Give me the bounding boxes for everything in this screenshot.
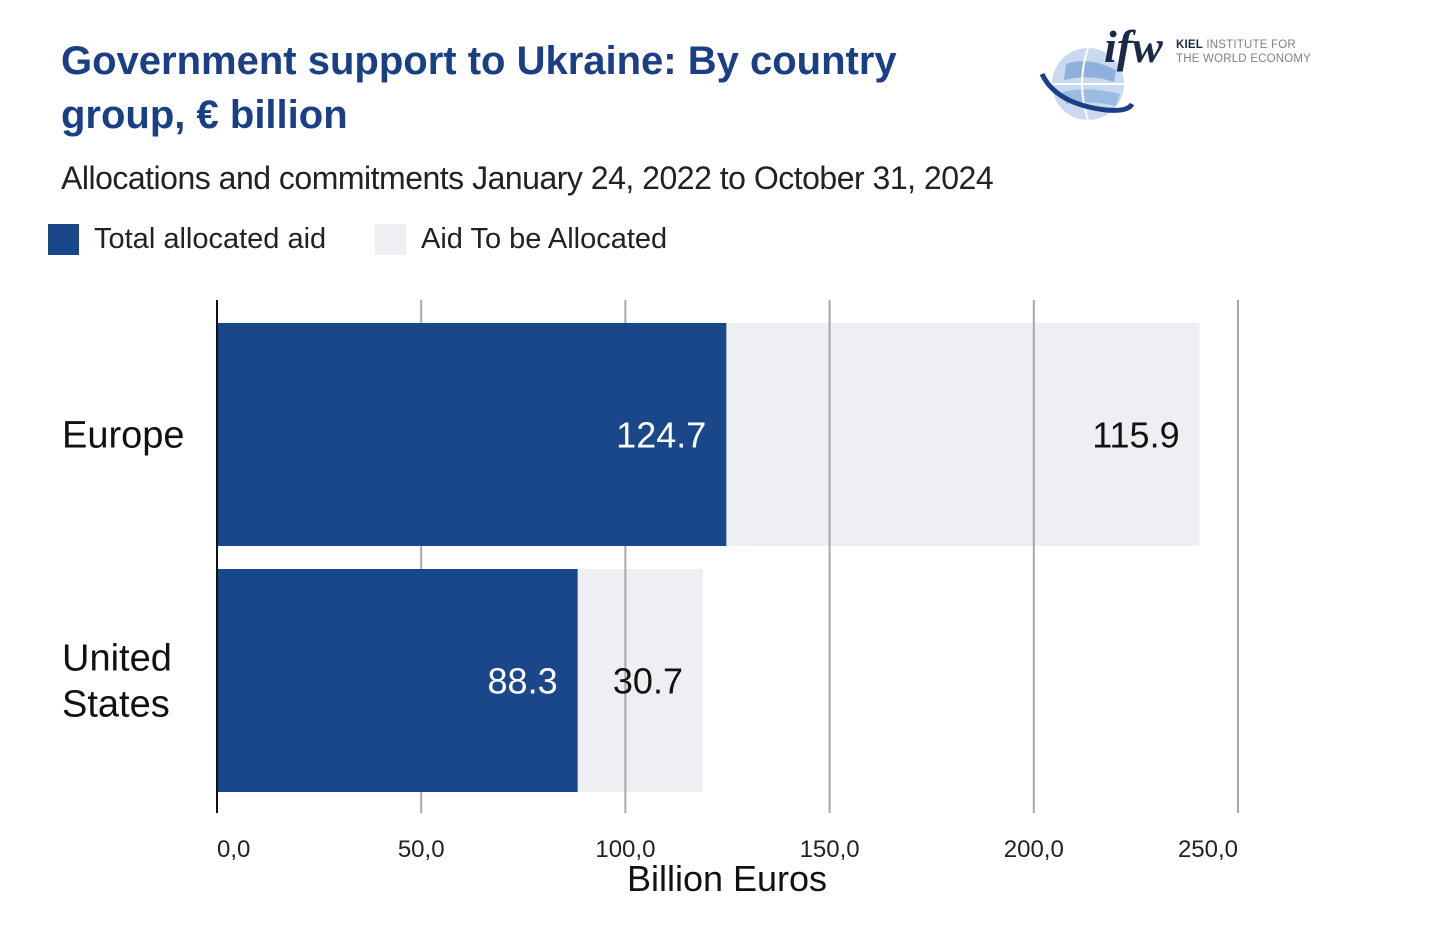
- chart-subtitle: Allocations and commitments January 24, …: [61, 160, 994, 196]
- category-label-0: Europe: [62, 415, 185, 457]
- chart-title: Government support to Ukraine: By countr…: [61, 39, 897, 137]
- bar-to-be-allocated-1: [577, 569, 703, 792]
- bar-allocated-overlay-0: [217, 323, 727, 546]
- institute-line2: THE WORLD ECONOMY: [1176, 53, 1312, 65]
- legend-label-allocated: Total allocated aid: [94, 223, 327, 255]
- x-tick-label-0: 0,0: [217, 836, 250, 863]
- value-label-to-be-allocated-1: 30.7: [613, 661, 683, 702]
- legend-swatch-allocated: [48, 224, 79, 255]
- x-tick-label-5: 250,0: [1178, 836, 1238, 863]
- category-label-line: Europe: [62, 415, 185, 457]
- kiel-institute-logo: ifw KIEL INSTITUTE FOR THE WORLD ECONOMY: [1036, 21, 1326, 124]
- x-tick-label-4: 200,0: [1004, 836, 1064, 863]
- legend-label-to-be-allocated: Aid To be Allocated: [421, 223, 668, 255]
- category-label-line: United: [62, 638, 172, 680]
- value-label-allocated-0: 124.7: [616, 415, 706, 456]
- legend-swatch-to-be-allocated: [375, 224, 406, 255]
- value-label-allocated-1: 88.3: [488, 661, 558, 702]
- x-tick-label-3: 150,0: [800, 836, 860, 863]
- institute-kiel: KIEL: [1176, 39, 1203, 51]
- x-tick-label-1: 50,0: [398, 836, 445, 863]
- category-label-line: States: [62, 684, 170, 726]
- institute-line1: INSTITUTE FOR: [1206, 39, 1296, 51]
- institute-name: KIEL INSTITUTE FOR THE WORLD ECONOMY: [1176, 38, 1311, 66]
- x-axis-title: Billion Euros: [627, 858, 827, 899]
- category-label-1: United States: [62, 638, 172, 726]
- globe-icon: [1039, 47, 1135, 121]
- value-label-to-be-allocated-0: 115.9: [1092, 415, 1179, 456]
- x-tick-label-2: 100,0: [595, 836, 655, 863]
- bar-to-be-allocated-0: [726, 323, 1200, 546]
- bar-allocated-overlay-1: [217, 569, 578, 792]
- ifw-wordmark: ifw: [1104, 21, 1163, 72]
